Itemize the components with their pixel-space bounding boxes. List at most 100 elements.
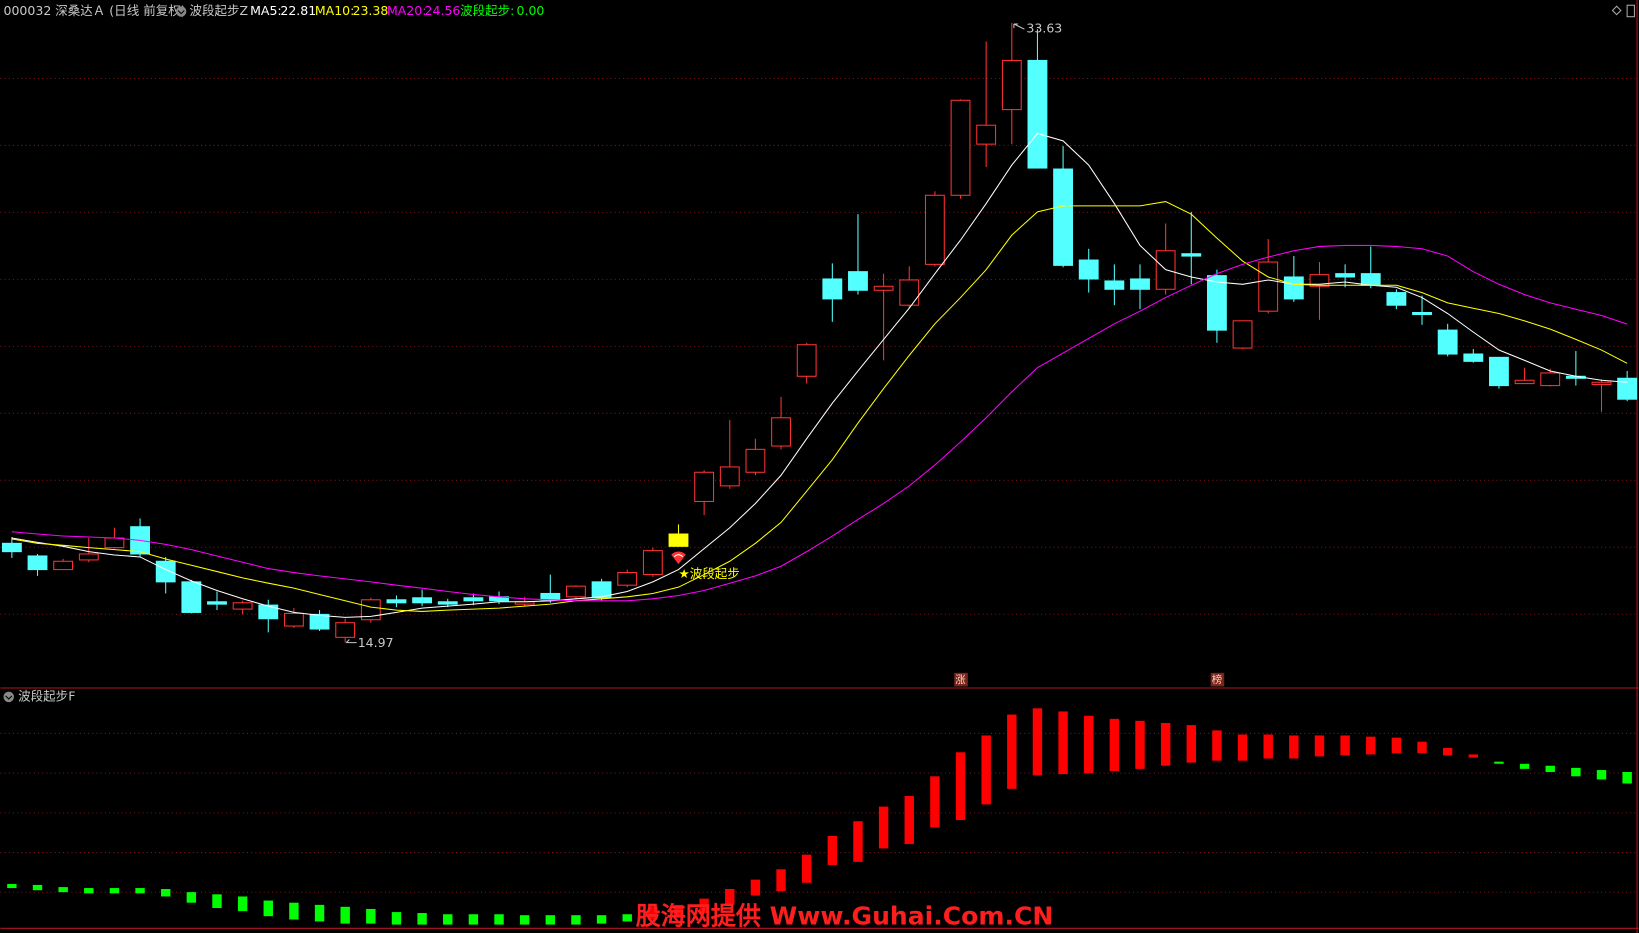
candle-body <box>668 533 689 547</box>
stick-bar <box>571 915 581 925</box>
stick-bar <box>1417 741 1427 754</box>
candle-body <box>1027 59 1048 169</box>
stick-bar <box>314 904 325 922</box>
stick-bar <box>1442 747 1453 756</box>
panel-icon[interactable] <box>1626 4 1635 18</box>
stick-bar <box>135 888 145 894</box>
candle-body <box>1617 377 1638 400</box>
stick-bar <box>468 914 479 925</box>
candle-body <box>463 597 484 602</box>
menu-icon-chevron <box>177 10 185 15</box>
annotation-arrow <box>1013 23 1025 30</box>
candle-body <box>642 550 663 576</box>
candle-body <box>1104 280 1125 290</box>
tag-box <box>1210 672 1225 687</box>
stick-bar <box>519 915 530 925</box>
stick-bar <box>801 854 812 883</box>
stick-bar <box>417 913 427 925</box>
candle-body <box>1514 379 1535 385</box>
candle-body <box>27 555 48 571</box>
stick-bar <box>1545 765 1555 772</box>
stick-bar <box>955 752 966 821</box>
tag-label: 榜 <box>1212 673 1222 686</box>
stick-bar <box>443 914 453 925</box>
stick-bar <box>1135 720 1145 769</box>
candle-body <box>694 471 715 503</box>
candle-body <box>950 99 971 196</box>
candle-body <box>360 599 381 621</box>
chart-title: 000032 深桑达Ａ (日线 前复权) <box>4 3 186 18</box>
candle-body <box>155 560 176 583</box>
menu-icon-chevron <box>5 695 13 700</box>
stick-bar <box>1212 730 1222 761</box>
candle-body <box>181 581 202 613</box>
candle-body <box>207 601 227 605</box>
candle-body <box>1130 278 1150 290</box>
stick-bar <box>32 884 43 891</box>
stick-bar <box>1237 734 1248 761</box>
stick-bar <box>699 898 709 914</box>
ma-line <box>11 201 1628 612</box>
tag-box <box>954 672 968 687</box>
candle-body <box>309 613 330 630</box>
candle-body <box>1181 253 1202 257</box>
stick-bar <box>340 906 350 924</box>
stick-bar <box>1032 708 1043 776</box>
candle-body <box>1412 311 1432 316</box>
stick-bar <box>1007 714 1017 789</box>
stick-bar <box>853 821 863 862</box>
stick-bar <box>109 888 120 894</box>
candle-body <box>617 572 638 586</box>
stick-bar <box>1084 715 1094 774</box>
stick-bar <box>1494 761 1504 764</box>
stick-bar <box>648 906 658 920</box>
candle-body <box>1232 320 1253 349</box>
signal-label: ★波段起步 <box>678 566 739 581</box>
indicator-title: 波段起步Z <box>189 3 248 18</box>
candle-body <box>822 278 843 300</box>
stick-bar <box>366 908 376 924</box>
candle-body <box>283 612 304 627</box>
candle-body <box>1078 259 1099 280</box>
stick-bar <box>1391 737 1402 754</box>
diamond-icon[interactable] <box>1611 5 1622 16</box>
candle-body <box>924 194 945 265</box>
legend-name: MA20: <box>387 3 427 18</box>
stick-bar <box>1186 725 1196 763</box>
candle-body <box>1437 329 1458 355</box>
stick-bar <box>7 883 17 889</box>
tag-label: 涨 <box>955 674 966 686</box>
stick-bar <box>878 806 889 849</box>
legend-value: 24.56 <box>425 3 461 18</box>
stick-bar <box>1340 735 1350 756</box>
stick-bar <box>212 894 222 908</box>
annotation-arrow <box>345 639 357 644</box>
legend-value: 23.38 <box>352 3 388 18</box>
candle-body <box>719 466 740 487</box>
candle-body <box>796 344 817 377</box>
watermark: 股海网提供 Www.Guhai.Com.CN <box>636 901 1054 930</box>
ma-line <box>11 132 1628 618</box>
stick-bar <box>981 735 991 805</box>
stick-bar <box>1366 736 1376 755</box>
stick-bar <box>58 887 68 893</box>
candle-body <box>873 285 894 291</box>
low-label: 14.97 <box>358 635 394 650</box>
menu-icon[interactable] <box>175 6 187 17</box>
stick-bar <box>1314 735 1325 757</box>
stick-bar <box>1058 711 1068 775</box>
candle-body <box>540 592 561 601</box>
stick-bar <box>1109 718 1120 772</box>
stick-bar <box>494 914 504 925</box>
stick-bar <box>622 914 632 922</box>
candle-body <box>1386 292 1407 306</box>
stick-bar <box>776 869 786 892</box>
candle-body <box>1591 381 1612 386</box>
stick-bar <box>930 776 940 828</box>
stick-bar <box>391 912 402 925</box>
stick-bar <box>1622 771 1632 784</box>
candle-body <box>566 585 586 598</box>
stick-bar <box>545 915 556 925</box>
menu-icon[interactable] <box>3 691 14 703</box>
